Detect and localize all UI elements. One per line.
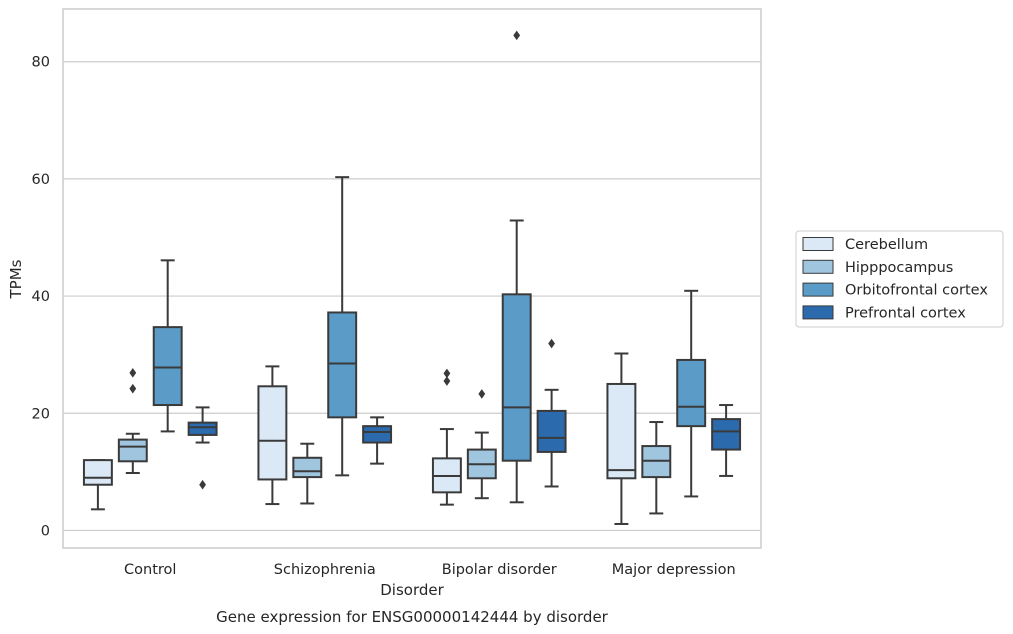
box-iqr — [676, 358, 707, 428]
x-tick-label: Bipolar disorder — [442, 562, 557, 578]
box-0-1 — [117, 368, 148, 475]
outlier-point — [443, 368, 451, 379]
box-1-2 — [327, 176, 358, 477]
outlier-point — [443, 376, 451, 386]
box-iqr — [536, 409, 567, 453]
x-tick-label: Control — [124, 562, 176, 578]
outlier-point — [513, 30, 521, 41]
box-2-2 — [501, 30, 532, 504]
legend-label: Orbitofrontal cortex — [845, 283, 988, 299]
outlier-point — [478, 389, 486, 399]
legend-label: Hipppocampus — [845, 260, 953, 276]
box-1-1 — [292, 442, 323, 505]
box-1-0 — [257, 365, 288, 506]
legend-swatch — [802, 237, 834, 251]
x-tick-label: Schizophrenia — [274, 562, 376, 578]
chart-caption: Gene expression for ENSG00000142444 by d… — [216, 608, 609, 626]
legend-frame — [795, 230, 1004, 328]
box-iqr — [292, 456, 323, 479]
box-iqr — [711, 418, 742, 451]
box-iqr — [327, 311, 358, 419]
y-tick-label: 0 — [41, 523, 50, 539]
box-iqr — [152, 326, 183, 407]
y-tick-label: 60 — [32, 172, 50, 188]
box-0-3 — [187, 406, 218, 490]
legend-swatch — [802, 259, 834, 274]
box-iqr — [501, 293, 532, 462]
box-3-1 — [641, 421, 672, 515]
plot-area-frame — [62, 8, 762, 549]
x-axis-label: Disorder — [380, 581, 444, 599]
axis-ticks: 0 20 40 60 80 Control Schizophrenia Bipolar dis… — [32, 55, 736, 578]
outlier-point — [129, 368, 137, 378]
box-iqr — [606, 382, 637, 480]
outlier-point — [199, 479, 206, 490]
box-iqr — [82, 459, 113, 486]
box-iqr — [117, 438, 148, 463]
boxes — [82, 30, 742, 525]
box-2-0 — [431, 368, 462, 506]
box-3-0 — [606, 352, 637, 525]
box-0-0 — [82, 459, 113, 511]
y-axis-label: TPMs — [7, 259, 25, 299]
box-iqr — [362, 425, 393, 444]
box-2-1 — [466, 389, 497, 500]
y-tick-label: 80 — [32, 55, 50, 71]
box-3-3 — [711, 404, 742, 477]
y-tick-label: 40 — [32, 289, 50, 305]
outlier-point — [548, 338, 555, 349]
x-tick-label: Major depression — [612, 562, 736, 578]
box-iqr — [187, 421, 218, 436]
legend: Cerebellum Hipppocampus Orbitofrontal cort… — [795, 230, 1004, 328]
y-tick-label: 20 — [32, 406, 50, 422]
gridlines — [63, 61, 761, 532]
box-1-3 — [362, 416, 393, 465]
legend-swatch — [802, 282, 834, 297]
box-0-2 — [152, 259, 183, 433]
box-3-2 — [676, 289, 707, 498]
outlier-point — [129, 383, 137, 394]
box-iqr — [257, 385, 288, 481]
box-2-3 — [536, 338, 567, 488]
legend-label: Prefrontal cortex — [845, 305, 966, 321]
legend-label: Cerebellum — [845, 237, 928, 253]
legend-swatch — [802, 305, 834, 320]
